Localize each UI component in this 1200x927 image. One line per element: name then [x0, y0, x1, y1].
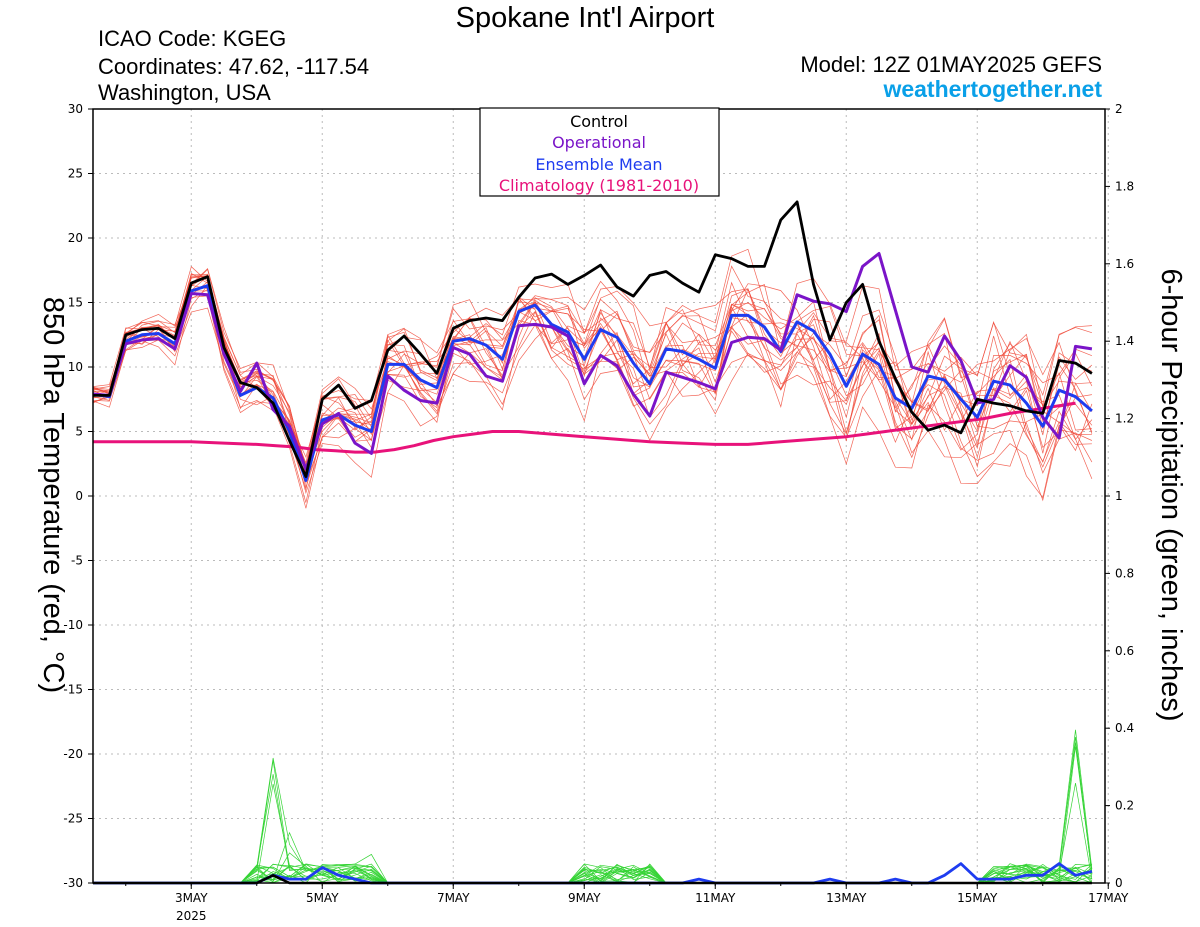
chart-title: Spokane Int'l Airport [455, 2, 715, 34]
y-tick-label: 10 [68, 360, 83, 374]
y2-tick-label: 0 [1115, 876, 1123, 890]
y2-tick-label: 0.8 [1115, 566, 1134, 580]
legend-operational: Operational [552, 133, 646, 152]
legend-box [479, 107, 720, 197]
temp-member-line [92, 284, 1093, 464]
x-tick-label: 17MAY [1088, 891, 1129, 905]
icao-code: ICAO Code: KGEG [98, 26, 287, 51]
x-tick-label: 13MAY [826, 891, 867, 905]
x-tick-label: 7MAY [437, 891, 470, 905]
site-name: weathertogether.net [883, 76, 1102, 102]
y-tick-label: -30 [63, 876, 83, 890]
precip-member-line [93, 746, 1093, 884]
location: Washington, USA [98, 80, 271, 105]
y2-tick-label: 2 [1115, 102, 1123, 116]
y-tick-label: -5 [71, 554, 83, 568]
precip-member-line [93, 736, 1093, 884]
precip-member-line [93, 783, 1093, 884]
legend-climo: Climatology (1981-2010) [499, 176, 699, 195]
y-tick-label: 0 [75, 489, 83, 503]
operational-temp-line [92, 252, 1093, 471]
axes: 302520151050-5-10-15-20-25-3021.81.61.41… [63, 102, 1134, 923]
temp-member-line [92, 275, 1093, 466]
y-tick-label: 30 [68, 102, 83, 116]
y-tick-label: -10 [63, 618, 83, 632]
x-tick-label: 9MAY [568, 891, 601, 905]
y2-tick-label: 1.6 [1115, 257, 1134, 271]
y-tick-label: -15 [63, 683, 83, 697]
coordinates: Coordinates: 47.62, -117.54 [98, 54, 370, 79]
legend: Control Operational Ensemble Mean Climat… [479, 107, 720, 197]
legend-control: Control [570, 112, 628, 131]
y2-tick-label: 0.6 [1115, 644, 1134, 658]
control-temp-line [93, 200, 1093, 479]
climatology-line [93, 401, 1076, 454]
y-tick-label: 25 [68, 167, 83, 181]
precip-member-line [93, 757, 1093, 884]
precip-member-line [93, 742, 1093, 884]
y-tick-label: -20 [63, 747, 83, 761]
y-tick-label: 20 [68, 231, 83, 245]
temp-member-line [92, 280, 1093, 468]
y2-tick-label: 1.4 [1115, 334, 1134, 348]
precip-member-line [93, 783, 1093, 884]
y-tick-label: 15 [68, 296, 83, 310]
precip-member-line [93, 774, 1093, 884]
y2-tick-label: 0.2 [1115, 799, 1134, 813]
y2-tick-label: 1.8 [1115, 179, 1134, 193]
temp-member-line [92, 248, 1093, 484]
temp-member-line [92, 273, 1093, 491]
precip-member-line [93, 729, 1093, 884]
temp-member-line [92, 305, 1092, 503]
precip-member-line [93, 852, 1092, 884]
model-run: Model: 12Z 01MAY2025 GEFS [800, 52, 1102, 77]
y-tick-label: -25 [63, 812, 83, 826]
x-tick-label: 15MAY [957, 891, 998, 905]
temp-member-line [92, 272, 1093, 473]
temp-member-line [92, 276, 1092, 468]
y2-axis-label: 6-hour Precipitation (green, inches) [1155, 269, 1187, 722]
temp-member-line [92, 265, 1093, 489]
y-axis-label: 850 hPa Temperature (red, °C) [37, 297, 69, 693]
x-tick-year: 2025 [176, 909, 207, 923]
x-tick-label: 3MAY [175, 891, 208, 905]
y2-tick-label: 0.4 [1115, 721, 1134, 735]
precip-member-line [93, 760, 1092, 884]
precip-member-line [93, 853, 1092, 884]
main-series [92, 200, 1093, 885]
x-tick-label: 11MAY [695, 891, 736, 905]
grid-lines [93, 109, 1109, 883]
y2-tick-label: 1 [1115, 489, 1123, 503]
x-tick-label: 5MAY [306, 891, 339, 905]
y-tick-label: 5 [75, 425, 83, 439]
y2-tick-label: 1.2 [1115, 412, 1134, 426]
legend-mean: Ensemble Mean [535, 155, 662, 174]
